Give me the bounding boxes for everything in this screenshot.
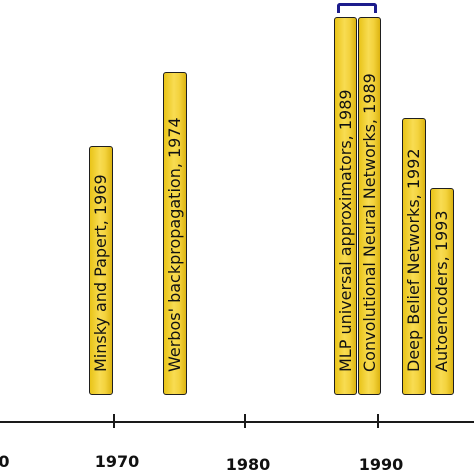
- event-mlp-universal-approximators: MLP universal approximators, 1989: [334, 17, 357, 395]
- group-bracket: [337, 3, 377, 13]
- axis-tick-1980: [244, 414, 246, 428]
- year-label-1970: 1970: [94, 452, 140, 471]
- event-minsky-papert: Minsky and Papert, 1969: [89, 146, 113, 395]
- event-label: MLP universal approximators, 1989: [335, 89, 355, 372]
- year-label-partial: 0: [0, 452, 10, 471]
- axis-tick-1990: [377, 414, 379, 428]
- event-convolutional-neural-networks: Convolutional Neural Networks, 1989: [358, 17, 381, 395]
- event-label: Werbos' backpropagation, 1974: [165, 117, 184, 372]
- axis-tick-1970: [113, 414, 115, 428]
- year-label-1990: 1990: [358, 455, 404, 474]
- event-label: Convolutional Neural Networks, 1989: [359, 73, 379, 372]
- event-autoencoders: Autoencoders, 1993: [430, 188, 454, 395]
- event-label: Autoencoders, 1993: [432, 210, 451, 372]
- year-label-1980: 1980: [225, 455, 271, 474]
- timeline-axis: [0, 421, 474, 423]
- event-deep-belief-networks: Deep Belief Networks, 1992: [402, 118, 426, 395]
- event-werbos-backpropagation: Werbos' backpropagation, 1974: [163, 72, 187, 395]
- event-label: Deep Belief Networks, 1992: [404, 148, 423, 372]
- event-label: Minsky and Papert, 1969: [91, 174, 110, 372]
